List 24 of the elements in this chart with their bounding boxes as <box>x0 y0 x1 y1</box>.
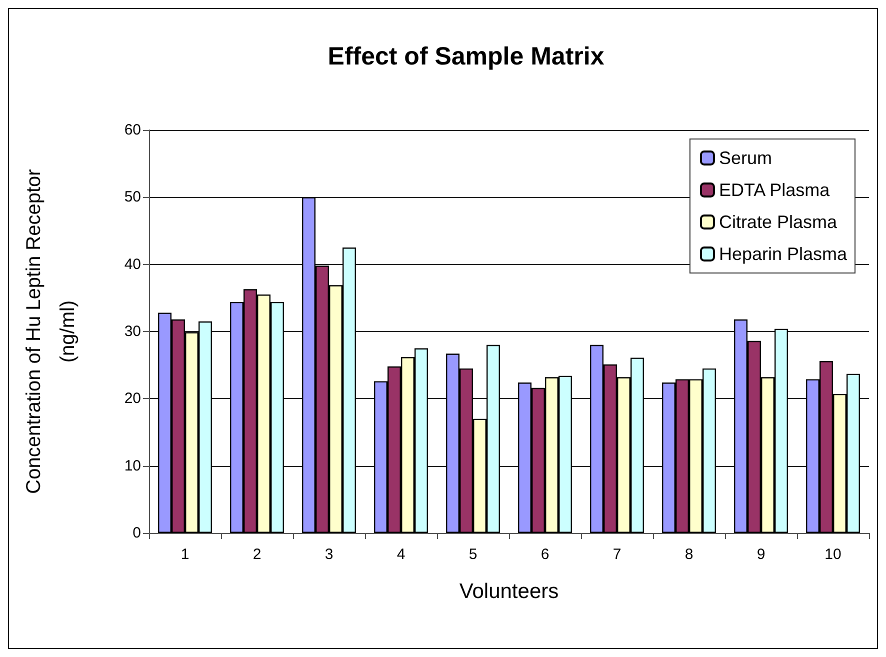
x-axis-title: Volunteers <box>459 580 559 603</box>
x-tick-label: 5 <box>468 546 478 563</box>
legend-label: Heparin Plasma <box>718 244 848 264</box>
y-tick-label: 30 <box>124 323 141 340</box>
x-tick-label: 10 <box>824 546 842 563</box>
x-tick-label: 4 <box>396 546 406 563</box>
legend-label: Serum <box>718 148 772 168</box>
x-tick-label: 9 <box>756 546 766 563</box>
chart-title: Effect of Sample Matrix <box>328 42 604 70</box>
x-tick-label: 7 <box>612 546 622 563</box>
x-tick-label: 6 <box>540 546 550 563</box>
legend-label: EDTA Plasma <box>718 180 831 200</box>
y-tick-label: 60 <box>124 122 141 138</box>
x-tick-label: 8 <box>684 546 694 563</box>
y-tick-label: 50 <box>124 188 141 206</box>
y-tick-label: 40 <box>124 256 141 273</box>
x-tick-label: 3 <box>324 546 334 563</box>
y-tick-label: 10 <box>124 457 141 474</box>
y-axis-title: Concentration of Hu Leptin Receptor (ng/ml) <box>23 168 79 494</box>
legend-label: Citrate Plasma <box>718 212 838 232</box>
x-tick-label: 1 <box>180 546 190 563</box>
y-tick-label: 20 <box>124 390 141 408</box>
x-tick-label: 2 <box>252 546 262 563</box>
y-tick-label: 0 <box>132 524 141 542</box>
